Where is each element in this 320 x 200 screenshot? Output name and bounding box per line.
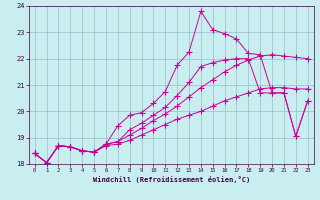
X-axis label: Windchill (Refroidissement éolien,°C): Windchill (Refroidissement éolien,°C) (92, 176, 250, 183)
